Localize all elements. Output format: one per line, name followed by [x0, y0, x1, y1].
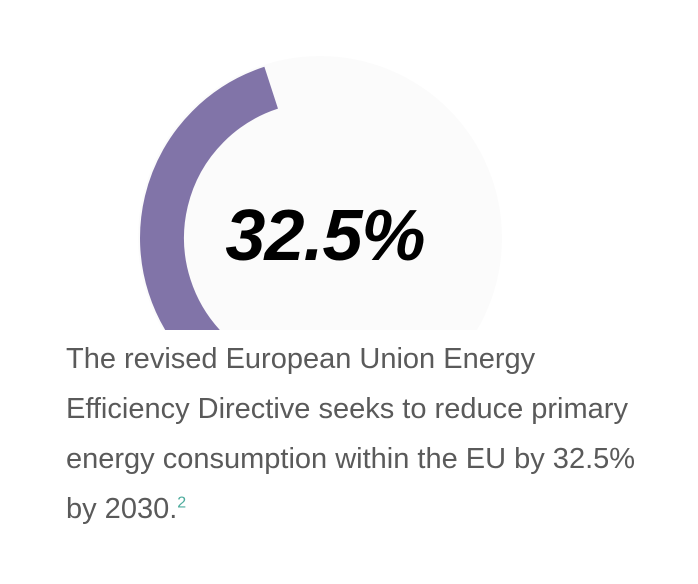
- gauge-value-arc: [140, 66, 279, 330]
- caption-text: The revised European Union Energy Effici…: [66, 334, 666, 534]
- gauge-chart: 32.5%: [140, 66, 426, 330]
- gauge-svg: [140, 66, 279, 330]
- gauge-value-label: 32.5%: [225, 196, 425, 276]
- footnote-marker[interactable]: 2: [177, 494, 187, 512]
- caption-body: The revised European Union Energy Effici…: [66, 343, 636, 525]
